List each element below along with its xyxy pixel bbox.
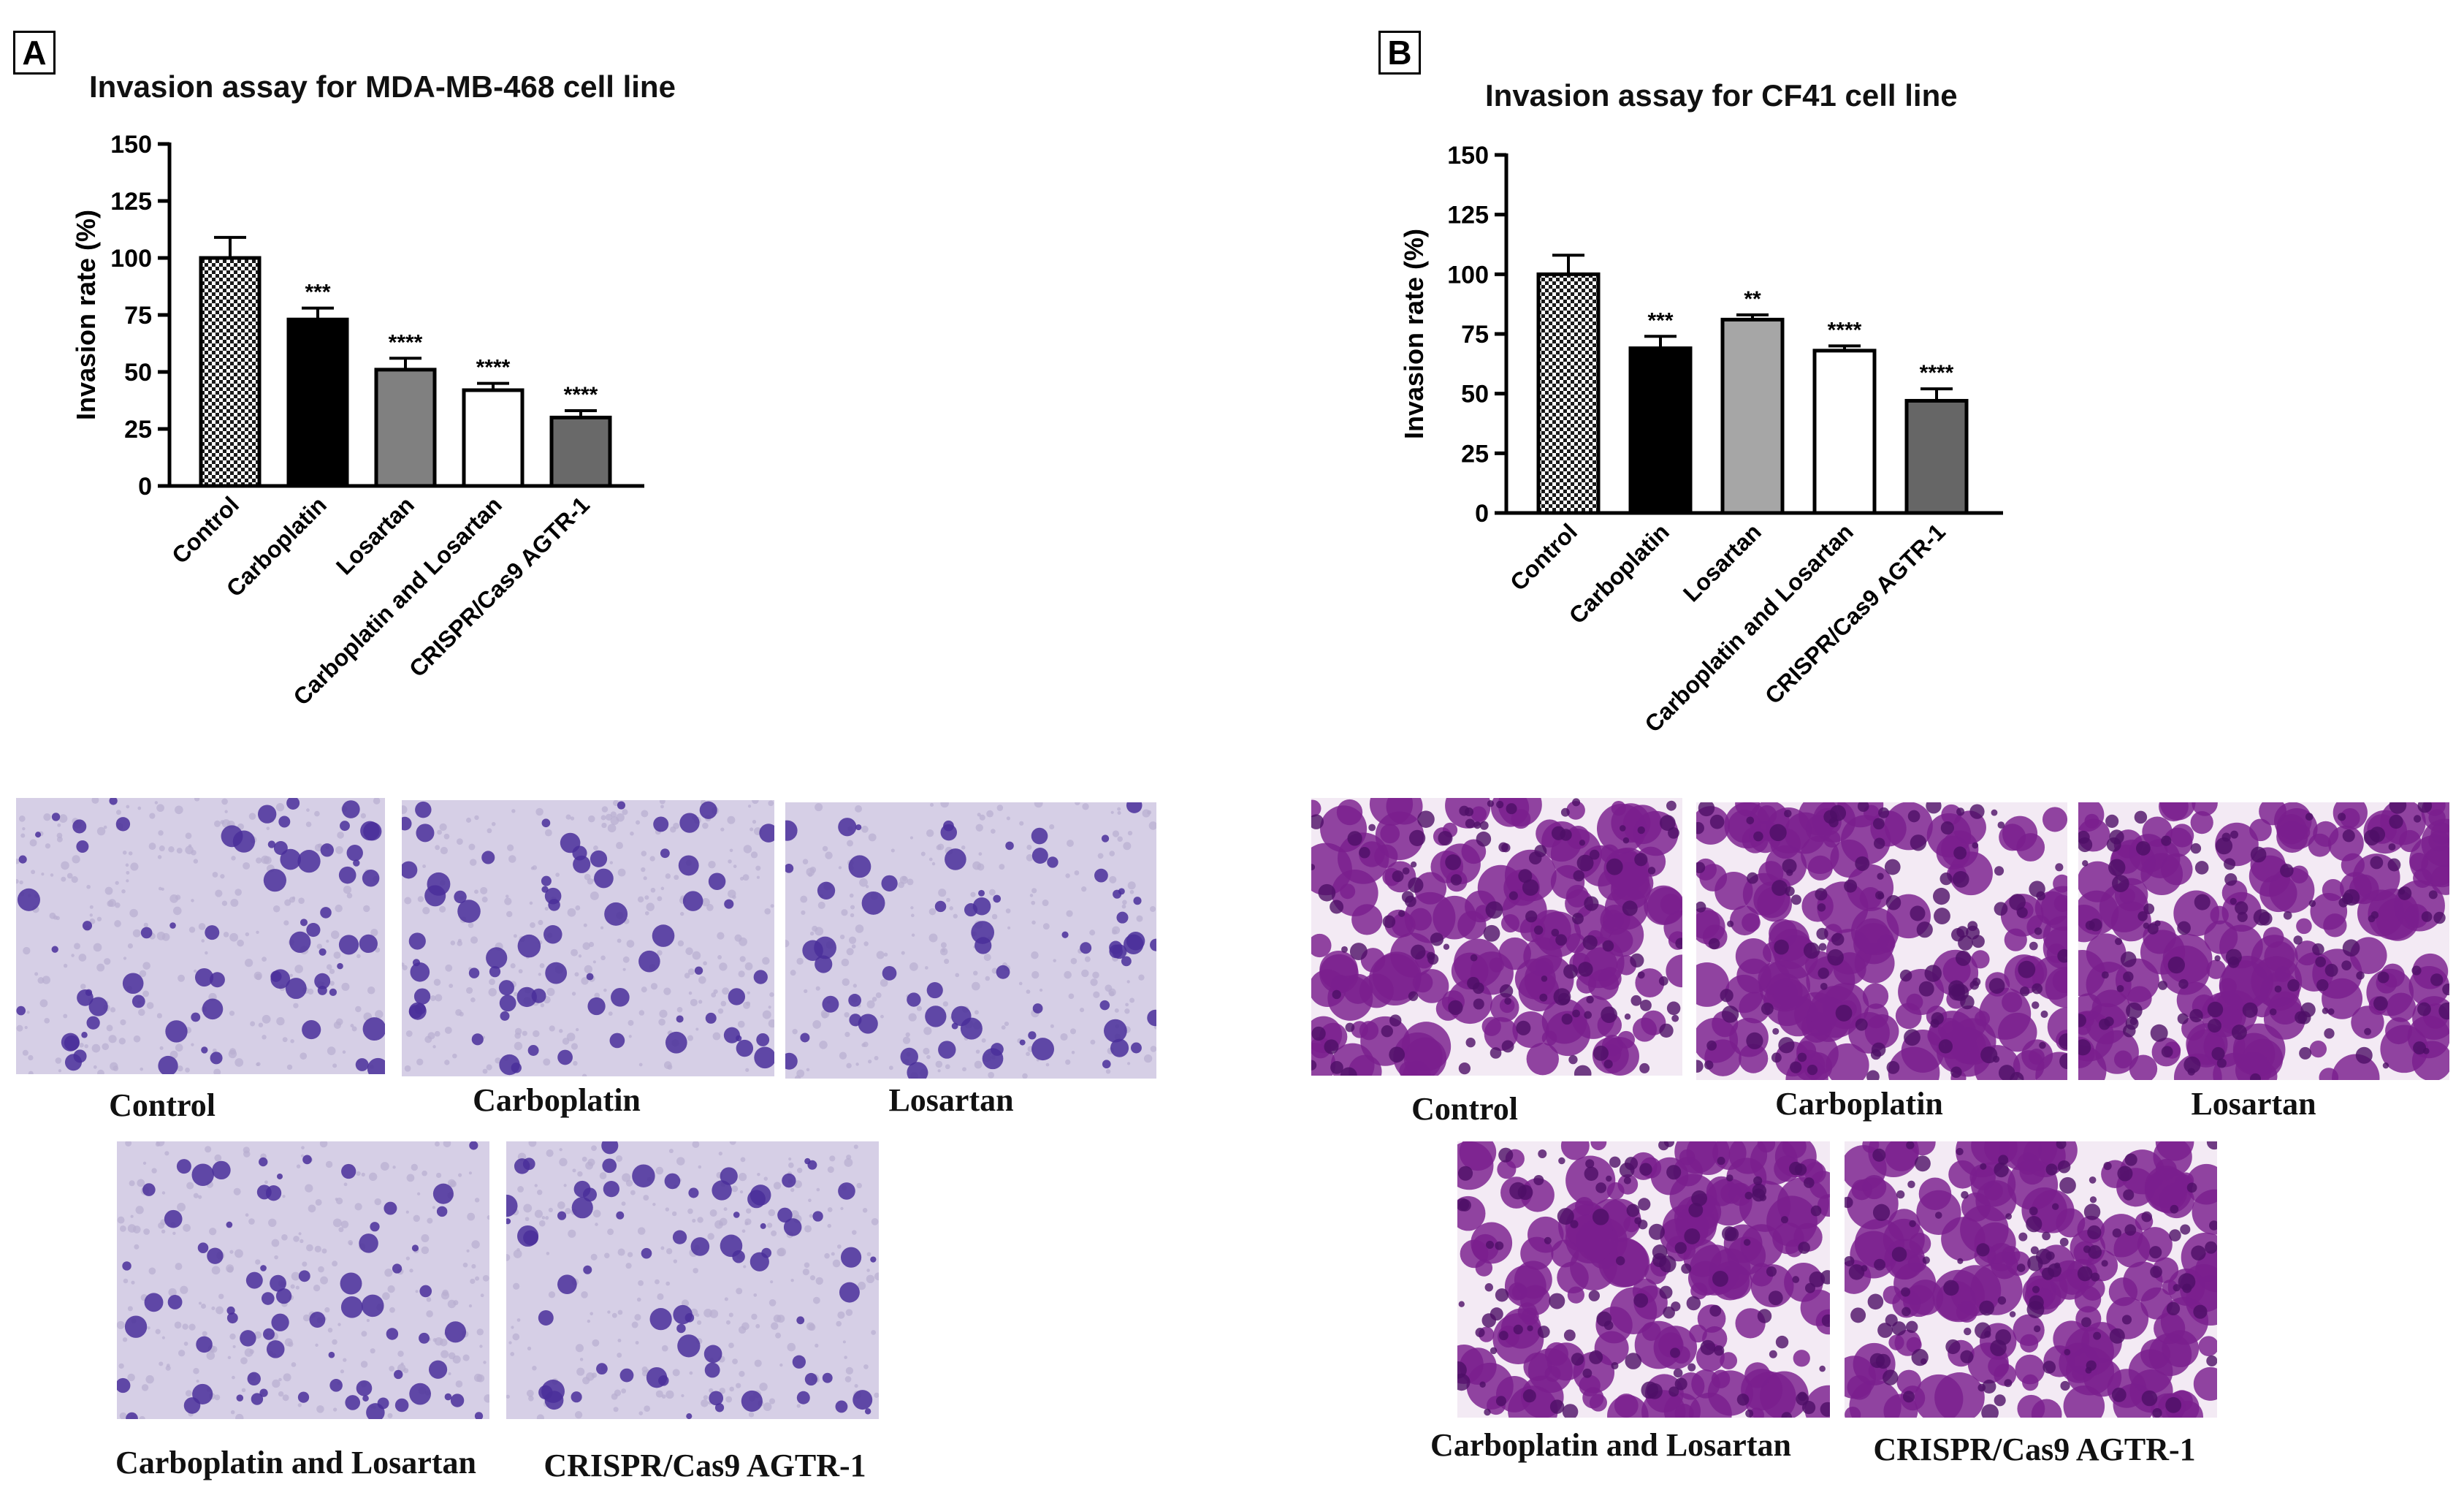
- panel-a-letter: A: [13, 31, 56, 75]
- image-label-a-carboplatin-losartan: Carboplatin and Losartan: [115, 1445, 476, 1480]
- micrograph-b-carboplatin: [1696, 802, 2067, 1080]
- bar-1: [286, 317, 349, 488]
- bar-3: [1812, 349, 1877, 515]
- bar-4: [549, 415, 612, 488]
- micrograph-a-losartan: [785, 802, 1156, 1079]
- significance-label-1: ***: [305, 281, 330, 305]
- bar-4: [1904, 398, 1969, 515]
- micrograph-texture: [506, 1141, 879, 1419]
- micrograph-texture: [16, 798, 385, 1074]
- bar-0: [1536, 272, 1601, 515]
- micrograph-a-carboplatin-losartan: [117, 1141, 489, 1419]
- micrograph-b-carboplatin-losartan: [1457, 1141, 1830, 1418]
- micrograph-a-control: [16, 798, 385, 1074]
- micrograph-texture: [1845, 1141, 2217, 1418]
- micrograph-texture: [1696, 802, 2067, 1080]
- y-tick-label: 75: [1461, 321, 1489, 349]
- micrograph-texture: [2078, 802, 2449, 1080]
- y-tick-label: 125: [1447, 202, 1489, 229]
- y-axis-label: Invasion rate (%): [71, 210, 101, 420]
- significance-label-2: **: [1744, 287, 1761, 311]
- y-tick-label: 125: [110, 188, 152, 216]
- bar-1: [1628, 346, 1693, 515]
- x-tick-label-2: Losartan: [331, 491, 419, 579]
- micrograph-b-losartan: [2078, 802, 2449, 1080]
- micrograph-texture: [1457, 1141, 1830, 1418]
- image-label-a-carboplatin: Carboplatin: [473, 1082, 641, 1118]
- y-tick-label: 100: [1447, 261, 1489, 289]
- image-label-a-control: Control: [109, 1087, 215, 1123]
- image-label-b-carboplatin-losartan: Carboplatin and Losartan: [1430, 1427, 1791, 1463]
- y-tick-label: 50: [1461, 381, 1489, 408]
- x-tick-label-4: CRISPR/Cas9 AGTR-1: [404, 491, 595, 682]
- micrograph-texture: [1311, 798, 1682, 1076]
- chart-a: 0 25 50 75 100 125 150 Invasion rate (%) Control…: [71, 131, 644, 710]
- y-axis-label: Invasion rate (%): [1399, 229, 1429, 439]
- significance-label-4: ****: [1920, 361, 1954, 385]
- image-label-b-control: Control: [1411, 1091, 1518, 1127]
- micrograph-texture: [785, 802, 1156, 1079]
- micrograph-texture: [402, 800, 774, 1076]
- bar-3: [462, 388, 525, 488]
- image-label-b-crispr: CRISPR/Cas9 AGTR-1: [1873, 1432, 2196, 1467]
- significance-label-1: ***: [1647, 308, 1673, 332]
- y-tick-label: 25: [124, 416, 152, 444]
- y-tick-label: 150: [1447, 142, 1489, 170]
- image-label-b-carboplatin: Carboplatin: [1775, 1086, 1943, 1122]
- x-tick-label-1: Carboplatin: [1564, 518, 1674, 628]
- y-tick-label: 25: [1461, 440, 1489, 468]
- image-label-a-crispr: CRISPR/Cas9 AGTR-1: [543, 1448, 866, 1483]
- y-tick-label: 75: [124, 302, 152, 330]
- micrograph-a-carboplatin: [402, 800, 774, 1076]
- x-tick-label-4: CRISPR/Cas9 AGTR-1: [1760, 518, 1950, 709]
- chart-a-title: Invasion assay for MDA-MB-468 cell line: [89, 69, 676, 104]
- bar-0: [199, 256, 262, 488]
- bar-2: [1720, 317, 1785, 515]
- image-label-a-losartan: Losartan: [888, 1082, 1014, 1118]
- significance-label-2: ****: [389, 330, 423, 354]
- micrograph-b-crispr: [1845, 1141, 2217, 1418]
- chart-b-title: Invasion assay for CF41 cell line: [1485, 78, 1958, 113]
- micrograph-b-control: [1311, 798, 1682, 1076]
- x-tick-label-2: Losartan: [1678, 518, 1766, 607]
- y-tick-label: 0: [1475, 500, 1489, 528]
- micrograph-a-crispr: [506, 1141, 879, 1419]
- chart-b: 0 25 50 75 100 125 150 Invasion rate (%) Control…: [1399, 142, 2003, 737]
- significance-label-4: ****: [564, 383, 598, 407]
- y-tick-label: 50: [124, 359, 152, 387]
- significance-label-3: ****: [1828, 318, 1862, 342]
- image-label-b-losartan: Losartan: [2191, 1086, 2316, 1122]
- y-tick-label: 150: [110, 131, 152, 159]
- significance-label-3: ****: [476, 356, 511, 380]
- bar-2: [374, 368, 437, 488]
- micrograph-texture: [117, 1141, 489, 1419]
- panel-b-letter: B: [1378, 31, 1421, 75]
- y-tick-label: 100: [110, 245, 152, 273]
- y-tick-label: 0: [138, 473, 152, 501]
- x-tick-label-0: Control: [1505, 518, 1582, 596]
- x-tick-label-0: Control: [167, 491, 244, 569]
